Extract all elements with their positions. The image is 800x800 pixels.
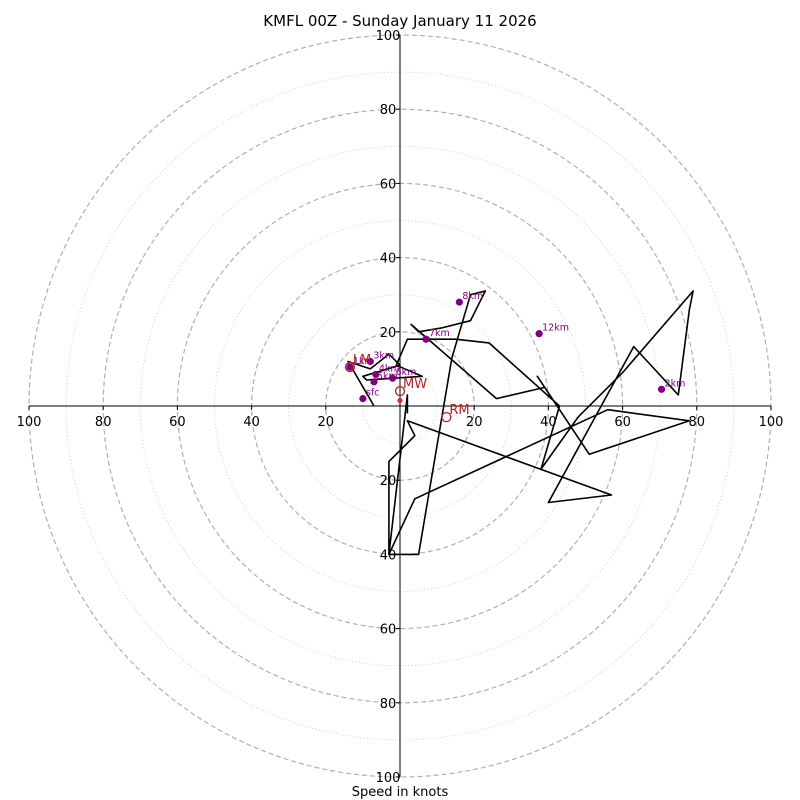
x-axis-label: Speed in knots <box>352 785 449 800</box>
chart-title: KMFL 00Z - Sunday January 11 2026 <box>263 12 536 30</box>
y-tick-label: 20 <box>380 326 397 341</box>
height-label-2km: 2km <box>665 378 686 389</box>
y-tick-label: 60 <box>380 623 397 638</box>
height-label-5km: 5km <box>377 371 398 382</box>
x-tick-label: 40 <box>243 415 260 430</box>
motion-label-LM: LM <box>353 353 371 368</box>
height-marker-8km <box>455 298 463 306</box>
height-marker-3km <box>366 357 374 366</box>
motion-label-RM: RM <box>449 403 469 418</box>
x-tick-label: 80 <box>689 415 706 430</box>
height-label-3km: 3km <box>373 350 394 361</box>
x-tick-label: 20 <box>318 415 335 430</box>
x-tick-label: 40 <box>540 415 557 430</box>
height-label-8km: 8km <box>462 291 483 302</box>
motion-label-MW: MW <box>403 377 427 392</box>
y-tick-label: 100 <box>376 29 401 44</box>
y-tick-label: 100 <box>376 771 401 786</box>
height-label-sfc: sfc <box>366 388 380 399</box>
motion-marker-LM <box>344 361 356 373</box>
x-tick-label: 20 <box>466 415 483 430</box>
height-label-6km: 6km <box>396 367 417 378</box>
y-tick-label: 80 <box>380 103 397 118</box>
y-tick-label: 40 <box>380 548 397 563</box>
height-label-7km: 7km <box>429 328 450 339</box>
height-marker-2km <box>657 385 666 393</box>
height-marker-12km <box>535 330 543 338</box>
height-label-1km: 1km <box>353 356 374 367</box>
x-tick-label: 80 <box>95 415 112 430</box>
height-marker-1km <box>346 363 354 371</box>
y-tick-label: 40 <box>380 252 397 267</box>
height-marker-7km <box>422 335 430 343</box>
axes <box>29 35 771 777</box>
storm-motion-markers: LM MW RM <box>344 353 470 423</box>
height-marker-5km <box>370 378 378 386</box>
x-tick-label: 60 <box>169 415 186 430</box>
height-label-12km: 12km <box>542 323 569 334</box>
motion-marker-RM <box>441 411 452 423</box>
height-marker-6km <box>388 374 397 382</box>
hodograph-trace <box>347 290 694 556</box>
y-tick-label: 20 <box>380 474 397 489</box>
x-tick-label: 100 <box>759 415 784 430</box>
hodograph-trace-group <box>347 290 694 556</box>
height-marker-4km <box>372 370 380 379</box>
height-label-4km: 4km <box>379 363 400 374</box>
motion-marker-MW <box>394 386 406 397</box>
x-tick-label: 60 <box>614 415 631 430</box>
y-tick-label: 60 <box>380 177 397 192</box>
mean-wind-dot <box>397 397 403 404</box>
height-marker-sfc <box>359 394 367 403</box>
x-tick-label: 100 <box>17 415 42 430</box>
tick-labels: 100 80 60 40 20 20 40 60 80 100 100 80 60 40 20 20 40 60 8… <box>17 29 784 786</box>
y-tick-label: 80 <box>380 697 397 712</box>
